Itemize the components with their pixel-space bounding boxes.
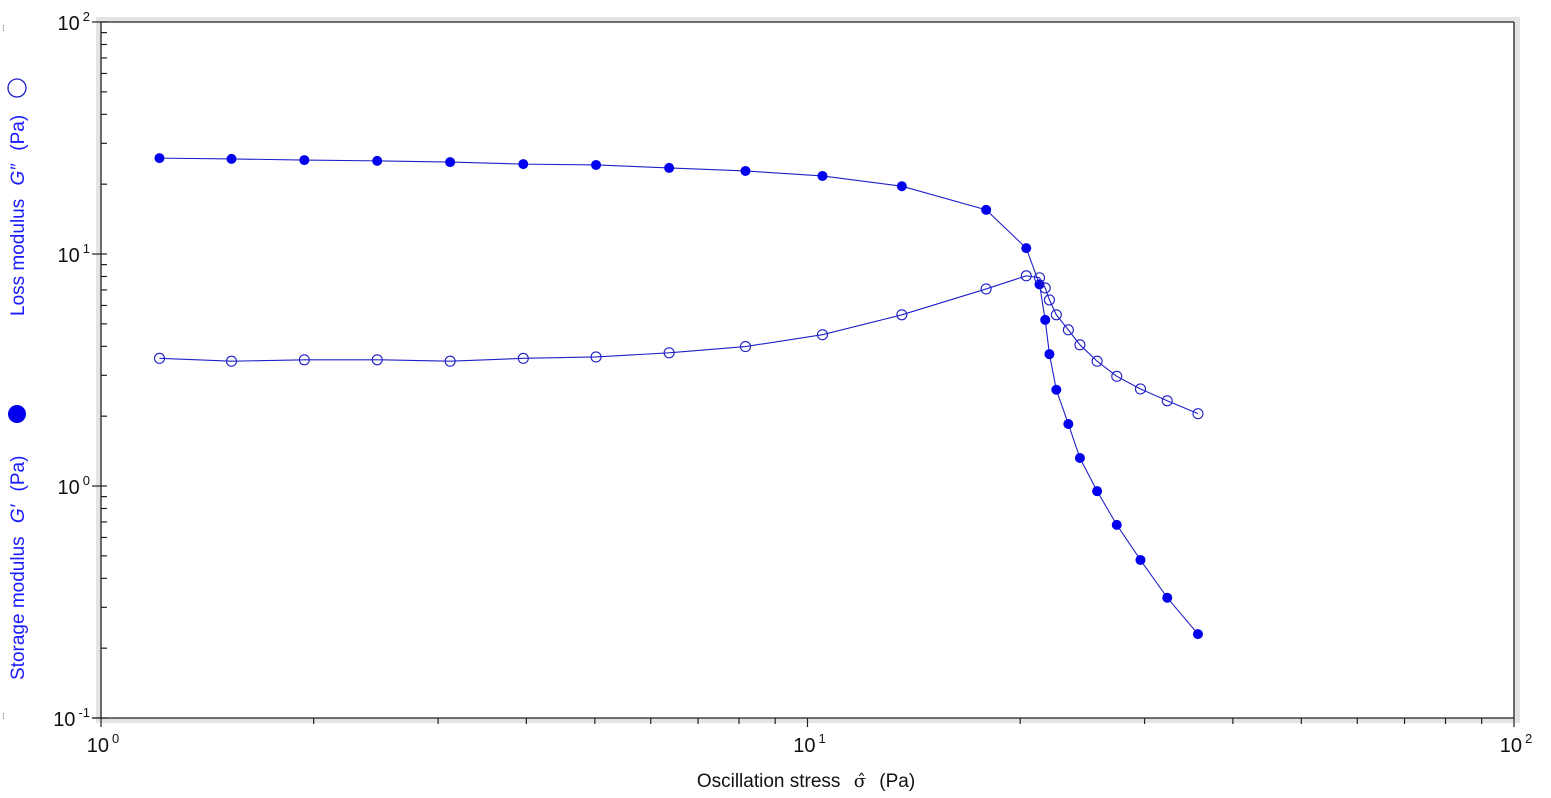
data-point-filled xyxy=(154,153,165,164)
x-axis-ticks xyxy=(100,718,1515,727)
x-tick-label: 10 1 xyxy=(793,731,825,757)
data-point-open xyxy=(517,352,529,364)
data-point-filled xyxy=(1051,384,1062,395)
data-point-filled xyxy=(518,159,529,170)
data-point-open xyxy=(1192,408,1204,420)
data-point-filled xyxy=(226,153,237,164)
data-point-filled xyxy=(740,165,751,176)
y-tick-label: 10 1 xyxy=(58,241,90,267)
data-point-open xyxy=(1039,282,1051,294)
loss-legend-marker-open-circle-icon xyxy=(7,78,27,98)
data-point-filled xyxy=(1092,486,1103,497)
series-line xyxy=(159,157,1199,635)
data-point-open xyxy=(1091,355,1103,367)
data-point-filled xyxy=(1111,519,1122,530)
y-axis-label-storage: Storage modulus G′ (Pa) xyxy=(8,456,29,680)
data-point-open xyxy=(1020,270,1032,282)
data-point-open xyxy=(1043,294,1055,306)
data-point-open xyxy=(298,354,310,366)
y-axis-ticks xyxy=(92,21,107,719)
storage-legend-marker-filled-circle-icon xyxy=(8,405,26,423)
x-axis-tick-labels: 10 0 10 1 10 2 xyxy=(87,731,1532,757)
data-point-open xyxy=(1050,309,1062,321)
data-series xyxy=(153,153,1204,640)
data-point-filled xyxy=(445,157,456,168)
x-tick-label: 10 0 xyxy=(87,731,119,757)
data-point-open xyxy=(590,351,602,363)
data-point-filled xyxy=(1074,453,1085,464)
data-point-open xyxy=(371,354,383,366)
data-point-open xyxy=(1111,370,1123,382)
data-point-filled xyxy=(1063,419,1074,430)
edge-mark-bottom: ⁝ xyxy=(2,711,5,721)
data-point-filled xyxy=(372,155,383,166)
y-tick-label: 10 -1 xyxy=(53,705,90,731)
data-point-filled xyxy=(591,159,602,170)
data-point-open xyxy=(153,352,166,364)
series-storage-modulus xyxy=(154,153,1203,640)
series-line xyxy=(159,275,1199,415)
edge-mark-top: ⁝ xyxy=(2,23,5,33)
y-tick-label: 10 0 xyxy=(58,473,90,499)
data-point-filled xyxy=(1135,554,1146,565)
data-point-open xyxy=(739,341,752,353)
data-point-open xyxy=(444,355,456,367)
data-point-open xyxy=(1134,383,1147,395)
data-point-open xyxy=(1074,339,1086,351)
data-point-open xyxy=(1062,324,1074,336)
data-point-filled xyxy=(664,162,675,173)
data-point-filled xyxy=(1021,243,1032,254)
data-point-filled xyxy=(896,181,907,192)
data-point-filled xyxy=(981,204,992,215)
y-tick-label: 10 2 xyxy=(58,9,90,35)
data-point-open xyxy=(225,355,238,367)
data-point-filled xyxy=(1040,314,1051,325)
data-point-open xyxy=(1033,272,1046,284)
data-point-filled xyxy=(1192,629,1203,640)
data-point-open xyxy=(980,283,992,295)
data-point-filled xyxy=(1044,349,1055,360)
data-point-open xyxy=(896,309,908,321)
data-point-filled xyxy=(817,170,828,181)
data-point-filled xyxy=(299,155,310,166)
data-point-filled xyxy=(1162,592,1173,603)
series-loss-modulus xyxy=(153,270,1204,420)
x-axis-label: Oscillation stress σ̂ (Pa) xyxy=(697,771,915,792)
data-point-open xyxy=(1161,395,1173,407)
data-point-open xyxy=(816,329,829,341)
x-tick-label: 10 2 xyxy=(1500,731,1532,757)
y-axis-label: Storage modulus G′ (Pa) Loss modulus G″ … xyxy=(7,78,29,680)
data-point-open xyxy=(663,347,675,359)
y-axis-label-loss: Loss modulus G″ (Pa) xyxy=(8,115,29,316)
plot-area xyxy=(101,22,1514,718)
